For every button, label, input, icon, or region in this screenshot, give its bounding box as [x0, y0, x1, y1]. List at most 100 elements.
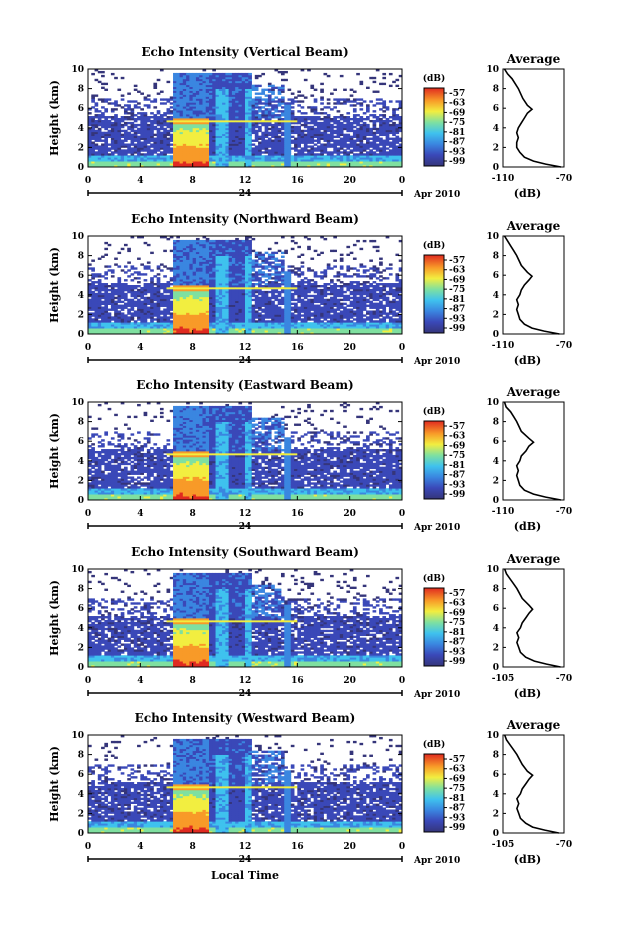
colorbar-tick-label: -81 [449, 628, 465, 638]
y-tick-label: 0 [78, 496, 84, 506]
average-profile-line [503, 401, 562, 501]
average-y-tick-label: 2 [493, 310, 499, 320]
y-tick-label: 8 [78, 252, 84, 262]
colorbar [423, 587, 445, 667]
y-tick-label: 2 [78, 143, 84, 153]
panel-3: Echo Intensity (Southward Beam)0246810He… [48, 545, 572, 700]
average-y-tick-label: 6 [493, 271, 499, 281]
colorbar-tick-label: -69 [449, 441, 465, 451]
average-x-tick-label: -70 [556, 840, 572, 850]
colorbar-tick-label: -99 [449, 657, 465, 667]
x-tick-label: 12 [239, 509, 252, 519]
date-label: Apr 2010 [413, 357, 460, 367]
average-y-tick-label: 6 [493, 104, 499, 114]
y-tick-label: 8 [78, 751, 84, 761]
colorbar-tick-label: -93 [449, 813, 465, 823]
average-frame [502, 68, 565, 168]
average-profile-line [503, 734, 559, 834]
average-y-tick-label: 0 [493, 330, 499, 340]
colorbar-tick-label: -75 [449, 451, 465, 461]
x-tick-label: 0 [85, 176, 91, 186]
x-tick-label: 16 [291, 343, 304, 353]
colorbar [423, 254, 445, 334]
colorbar-tick-label: -93 [449, 314, 465, 324]
x-tick-label: 20 [343, 509, 356, 519]
average-title: Average [506, 52, 561, 66]
y-tick-label: 6 [78, 104, 84, 114]
average-y-tick-label: 2 [493, 476, 499, 486]
y-tick-label: 0 [78, 663, 84, 673]
average-x-tick-label: -70 [556, 174, 572, 184]
x-tick-label: 12 [239, 176, 252, 186]
colorbar [423, 87, 445, 167]
x-tick-label: 4 [137, 343, 143, 353]
average-y-tick-label: 4 [493, 124, 499, 134]
y-tick-label: 8 [78, 85, 84, 95]
panel-title: Echo Intensity (Northward Beam) [131, 212, 359, 226]
panel-2: Echo Intensity (Eastward Beam)0246810Hei… [48, 378, 572, 533]
colorbar-tick-label: -99 [449, 490, 465, 500]
day-label: 24 [239, 855, 252, 865]
average-x-tick-label: -70 [556, 507, 572, 517]
y-tick-label: 6 [78, 604, 84, 614]
heatmap-field [88, 402, 403, 501]
y-tick-label: 6 [78, 271, 84, 281]
y-tick-label: 4 [78, 624, 84, 634]
colorbar-tick-label: -87 [449, 638, 465, 648]
y-tick-label: 8 [78, 418, 84, 428]
x-tick-label: 16 [291, 676, 304, 686]
y-tick-label: 0 [78, 829, 84, 839]
y-tick-label: 10 [71, 398, 84, 408]
average-x-tick-label: -110 [492, 341, 515, 351]
colorbar-tick-label: -81 [449, 461, 465, 471]
x-tick-label: 4 [137, 176, 143, 186]
colorbar-tick-label: -63 [449, 99, 465, 109]
colorbar-tick-label: -93 [449, 147, 465, 157]
colorbar-label: (dB) [423, 240, 445, 251]
colorbar-tick-label: -57 [449, 256, 465, 266]
colorbar-tick-label: -75 [449, 618, 465, 628]
colorbar-label: (dB) [423, 73, 445, 84]
y-axis-label: Height (km) [48, 247, 61, 323]
y-tick-label: 4 [78, 790, 84, 800]
colorbar-tick-label: -57 [449, 755, 465, 765]
date-label: Apr 2010 [413, 856, 460, 866]
day-label: 24 [239, 522, 252, 532]
x-tick-label: 0 [85, 509, 91, 519]
figure-xlabel: Local Time [211, 869, 279, 882]
average-y-tick-label: 4 [493, 291, 499, 301]
x-tick-label: 20 [343, 842, 356, 852]
x-tick-label: 0 [399, 176, 405, 186]
average-y-tick-label: 0 [493, 663, 499, 673]
date-label: Apr 2010 [413, 523, 460, 533]
average-y-tick-label: 2 [493, 809, 499, 819]
average-x-tick-label: -70 [556, 674, 572, 684]
colorbar-tick-label: -69 [449, 774, 465, 784]
average-y-tick-label: 10 [486, 232, 499, 242]
average-title: Average [506, 552, 561, 566]
average-title: Average [506, 385, 561, 399]
colorbar-tick-label: -69 [449, 608, 465, 618]
colorbar-tick-label: -57 [449, 89, 465, 99]
colorbar-tick-label: -99 [449, 823, 465, 833]
x-tick-label: 0 [85, 842, 91, 852]
average-x-tick-label: -110 [492, 174, 515, 184]
colorbar-tick-label: -87 [449, 305, 465, 315]
x-tick-label: 8 [190, 842, 196, 852]
average-frame [502, 734, 565, 834]
y-tick-label: 2 [78, 809, 84, 819]
x-tick-label: 16 [291, 176, 304, 186]
panel-1: Echo Intensity (Northward Beam)0246810He… [48, 212, 572, 367]
average-y-tick-label: 2 [493, 643, 499, 653]
average-x-tick-label: -105 [492, 840, 515, 850]
y-tick-label: 2 [78, 310, 84, 320]
panel-0: Echo Intensity (Vertical Beam)0246810Hei… [48, 45, 572, 200]
colorbar-tick-label: -57 [449, 589, 465, 599]
colorbar-tick-label: -81 [449, 295, 465, 305]
average-y-tick-label: 6 [493, 604, 499, 614]
y-axis-label: Height (km) [48, 413, 61, 489]
colorbar-tick-label: -87 [449, 804, 465, 814]
y-tick-label: 0 [78, 163, 84, 173]
day-label: 24 [239, 356, 252, 366]
colorbar-tick-label: -63 [449, 432, 465, 442]
